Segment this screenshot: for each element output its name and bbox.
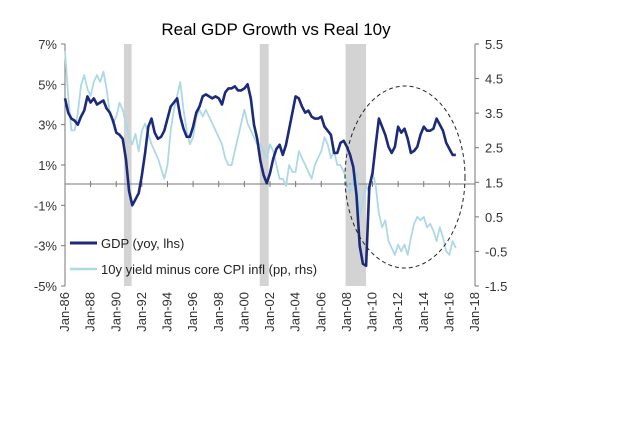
left-tick-label: -3% [34, 239, 58, 254]
left-tick-label: 7% [38, 37, 57, 52]
recession-band-2 [345, 44, 367, 286]
right-tick-label: -1.5 [485, 279, 507, 294]
x-tick-label: Jan-90 [108, 292, 123, 332]
right-tick-label: 4.5 [485, 72, 503, 87]
legend-label-1: 10y yield minus core CPI infl (pp, rhs) [101, 262, 317, 277]
axes: 7% 5% 3% 1% -1% -3% -5% 5.5 4.5 3.5 2.5 1.5 0.5 -0.5 -… [34, 37, 508, 332]
x-tick-label: Jan-06 [313, 292, 328, 332]
x-tick-label: Jan-18 [467, 292, 482, 332]
series-lines [63, 50, 457, 268]
x-tick-label: Jan-02 [262, 292, 277, 332]
annotations [344, 85, 466, 269]
series-line-1 [64, 50, 457, 256]
right-tick-label: 5.5 [485, 37, 503, 52]
left-tick-label: 1% [38, 158, 57, 173]
highlight-ellipse [344, 85, 466, 269]
left-tick-label: -1% [34, 198, 58, 213]
x-tick-label: Jan-16 [441, 292, 456, 332]
x-tick-label: Jan-92 [134, 292, 149, 332]
x-tick-label: Jan-00 [236, 292, 251, 332]
right-tick-label: 1.5 [485, 175, 503, 190]
right-tick-label: -0.5 [485, 244, 507, 259]
x-tick-label: Jan-04 [288, 292, 303, 332]
left-tick-label: -5% [34, 279, 58, 294]
right-tick-label: 0.5 [485, 210, 503, 225]
legend: GDP (yoy, lhs) 10y yield minus core CPI i… [70, 236, 317, 277]
right-tick-label: 2.5 [485, 141, 503, 156]
left-tick-label: 3% [38, 118, 57, 133]
x-tick-label: Jan-86 [57, 292, 72, 332]
x-tick-label: Jan-14 [416, 292, 431, 332]
x-tick-label: Jan-94 [160, 292, 175, 332]
legend-label-0: GDP (yoy, lhs) [101, 236, 184, 251]
right-tick-label: 3.5 [485, 106, 503, 121]
x-tick-label: Jan-98 [211, 292, 226, 332]
x-tick-label: Jan-08 [339, 292, 354, 332]
series-line-0 [63, 83, 456, 268]
chart-title: Real GDP Growth vs Real 10y [161, 20, 391, 39]
x-tick-label: Jan-10 [365, 292, 380, 332]
x-tick-label: Jan-12 [390, 292, 405, 332]
left-tick-label: 5% [38, 77, 57, 92]
x-tick-label: Jan-96 [185, 292, 200, 332]
x-tick-label: Jan-88 [83, 292, 98, 332]
recession-band-1 [259, 44, 269, 286]
